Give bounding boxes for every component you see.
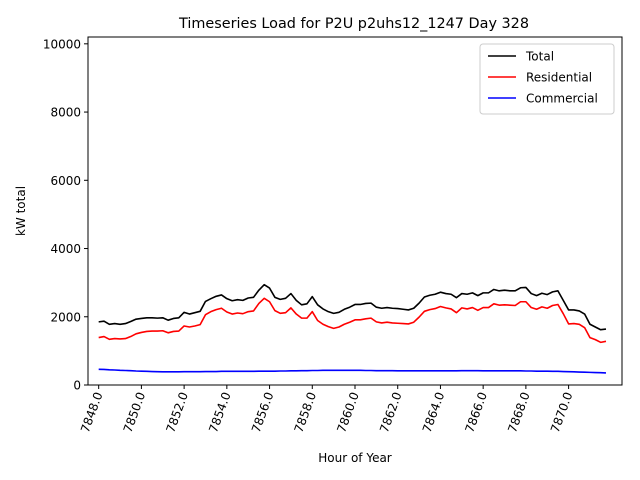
legend-box <box>479 43 615 115</box>
series-line-commercial <box>98 368 607 374</box>
series-line-total <box>98 283 607 331</box>
legend-label-commercial: Commercial <box>526 92 598 106</box>
y-tick-label: 10000 <box>43 37 81 51</box>
y-tick-label: 8000 <box>50 106 81 120</box>
y-tick-label: 6000 <box>50 174 81 188</box>
legend: Total Residential Commercial <box>479 43 615 115</box>
y-tick-label: 4000 <box>50 242 81 256</box>
y-axis: 0 2000 4000 6000 8000 10000 <box>43 37 88 393</box>
plot-frame <box>87 36 623 386</box>
y-axis-label: kW total <box>14 186 28 236</box>
y-tick-label: 0 <box>73 379 81 393</box>
legend-label-residential: Residential <box>526 71 592 85</box>
series-lines <box>98 283 607 374</box>
series-line-residential <box>98 297 607 344</box>
legend-label-total: Total <box>525 50 554 64</box>
chart-title: Timeseries Load for P2U p2uhs12_1247 Day… <box>178 16 529 32</box>
y-tick-label: 2000 <box>50 310 81 324</box>
x-axis-label: Hour of Year <box>318 451 392 465</box>
